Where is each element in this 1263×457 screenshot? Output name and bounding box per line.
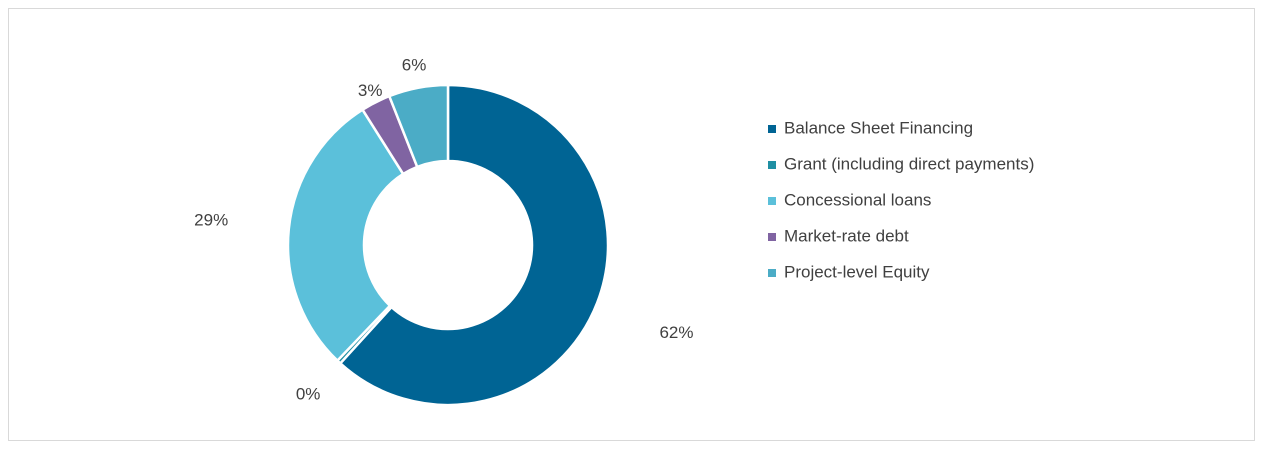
donut-slice — [387, 83, 450, 169]
data-label: 6% — [402, 56, 427, 75]
legend-swatch — [768, 197, 776, 205]
legend-swatch — [768, 125, 776, 133]
data-label: 0% — [296, 384, 321, 403]
legend-swatch — [768, 269, 776, 277]
donut-slice — [338, 83, 610, 407]
legend-swatch — [768, 233, 776, 241]
legend-label: Grant (including direct payments) — [784, 154, 1034, 173]
donut-slice — [286, 107, 405, 363]
data-label: 3% — [358, 81, 383, 100]
legend-swatch — [768, 161, 776, 169]
legend-label: Balance Sheet Financing — [784, 118, 973, 137]
chart-frame — [8, 8, 1255, 441]
data-label: 62% — [659, 323, 693, 342]
data-label: 29% — [194, 211, 228, 230]
legend-label: Concessional loans — [784, 190, 931, 209]
legend-label: Market-rate debt — [784, 226, 909, 245]
legend-label: Project-level Equity — [784, 262, 930, 281]
